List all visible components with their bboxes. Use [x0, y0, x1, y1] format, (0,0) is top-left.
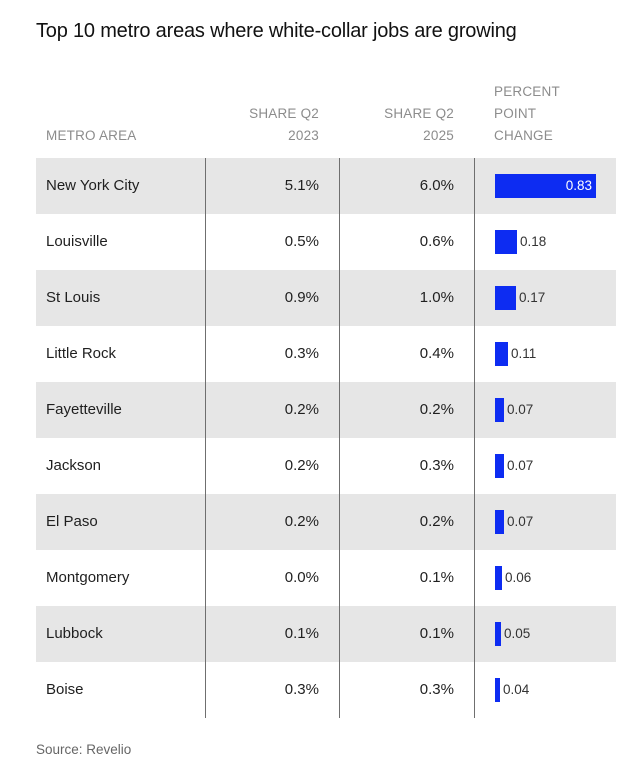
change-bar: [495, 566, 502, 590]
change-bar: [495, 454, 504, 478]
change-cell: 0.07: [495, 438, 616, 494]
change-bar: [495, 342, 508, 366]
table-row: Jackson 0.2% 0.3% 0.07: [36, 438, 616, 494]
share-2023-value: 0.2%: [284, 513, 319, 530]
header-share-2025-line-1: SHARE Q2: [384, 106, 454, 121]
share-2025-value: 6.0%: [419, 177, 454, 194]
change-cell: 0.04: [495, 662, 616, 718]
share-2023-value: 0.5%: [284, 233, 319, 250]
table-row: Montgomery 0.0% 0.1% 0.06: [36, 550, 616, 606]
metro-name: New York City: [46, 177, 140, 194]
metro-name: Louisville: [46, 233, 108, 250]
column-divider-2: [339, 158, 340, 718]
change-label: 0.05: [504, 626, 531, 641]
change-bar: [495, 622, 501, 646]
share-2023-value: 0.2%: [284, 401, 319, 418]
table-row: Little Rock 0.3% 0.4% 0.11: [36, 326, 616, 382]
change-bar: [495, 230, 517, 254]
header-metro-area: METRO AREA: [46, 128, 137, 143]
header-share-2023-line-1: SHARE Q2: [249, 106, 319, 121]
metro-name: Lubbock: [46, 625, 103, 642]
table-row: St Louis 0.9% 1.0% 0.17: [36, 270, 616, 326]
change-label: 0.04: [503, 682, 530, 697]
share-2023-value: 0.9%: [284, 289, 319, 306]
share-2025-value: 0.6%: [419, 233, 454, 250]
table-row: New York City 5.1% 6.0% 0.83: [36, 158, 616, 214]
change-bar: [495, 398, 504, 422]
metro-name: Little Rock: [46, 345, 117, 362]
change-bar: [495, 174, 596, 198]
change-cell: 0.07: [495, 494, 616, 550]
metro-name: Jackson: [46, 457, 102, 474]
source-note: Source: Revelio: [36, 742, 132, 757]
share-2023-value: 0.3%: [284, 681, 319, 698]
column-divider-3: [474, 158, 475, 718]
share-2025-value: 0.3%: [419, 457, 454, 474]
change-label: 0.06: [505, 570, 532, 585]
table-row: Lubbock 0.1% 0.1% 0.05: [36, 606, 616, 662]
table-row: Louisville 0.5% 0.6% 0.18: [36, 214, 616, 270]
change-label: 0.18: [520, 234, 547, 249]
change-label: 0.07: [507, 514, 534, 529]
header-point-change: PERCENT POINT CHANGE: [494, 81, 560, 147]
share-2025-value: 0.1%: [419, 569, 454, 586]
metro-name: Fayetteville: [46, 401, 122, 418]
change-bar: [495, 678, 500, 702]
change-cell: 0.11: [495, 326, 616, 382]
share-2025-value: 0.2%: [419, 401, 454, 418]
change-bar: [495, 510, 504, 534]
share-2023-value: 5.1%: [284, 177, 319, 194]
metro-name: St Louis: [46, 289, 101, 306]
share-2023-value: 0.1%: [284, 625, 319, 642]
header-point-change-line-1: PERCENT: [494, 84, 560, 99]
header-share-2025: SHARE Q2 2025: [340, 103, 454, 147]
table-body: New York City 5.1% 6.0% 0.83 Louisville 0.5% 0…: [36, 158, 616, 718]
share-2023-value: 0.2%: [284, 457, 319, 474]
change-cell: 0.07: [495, 382, 616, 438]
change-cell: 0.05: [495, 606, 616, 662]
share-2025-value: 0.1%: [419, 625, 454, 642]
column-divider-1: [205, 158, 206, 718]
table-row: Fayetteville 0.2% 0.2% 0.07: [36, 382, 616, 438]
header-point-change-line-2: POINT: [494, 106, 537, 121]
table-row: Boise 0.3% 0.3% 0.04: [36, 662, 616, 718]
change-cell: 0.06: [495, 550, 616, 606]
change-label: 0.83: [565, 178, 592, 193]
table-row: El Paso 0.2% 0.2% 0.07: [36, 494, 616, 550]
share-2025-value: 1.0%: [419, 289, 454, 306]
change-bar: [495, 286, 516, 310]
change-cell: 0.18: [495, 214, 616, 270]
share-2025-value: 0.4%: [419, 345, 454, 362]
change-label: 0.17: [519, 290, 546, 305]
share-2025-value: 0.2%: [419, 513, 454, 530]
metro-name: Boise: [46, 681, 84, 698]
metro-name: Montgomery: [46, 569, 130, 586]
change-label: 0.11: [511, 346, 537, 361]
header-share-2023-line-2: 2023: [288, 128, 319, 143]
change-label: 0.07: [507, 458, 534, 473]
change-cell: 0.17: [495, 270, 616, 326]
chart-title: Top 10 metro areas where white-collar jo…: [36, 20, 517, 42]
metro-name: El Paso: [46, 513, 98, 530]
change-label: 0.07: [507, 402, 534, 417]
share-2023-value: 0.3%: [284, 345, 319, 362]
share-2023-value: 0.0%: [284, 569, 319, 586]
change-cell: 0.83: [495, 158, 616, 214]
header-share-2025-line-2: 2025: [423, 128, 454, 143]
header-point-change-line-3: CHANGE: [494, 128, 553, 143]
header-share-2023: SHARE Q2 2023: [206, 103, 319, 147]
share-2025-value: 0.3%: [419, 681, 454, 698]
